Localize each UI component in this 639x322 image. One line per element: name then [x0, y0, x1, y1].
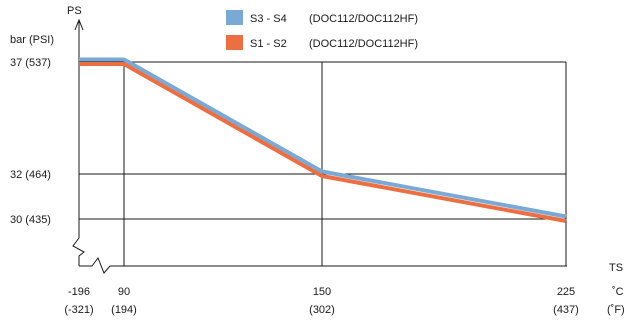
- y-tick-label-32: 32 (464): [10, 169, 51, 181]
- x-tick-label-c--196: -196: [68, 286, 90, 298]
- legend-label-2: S1 - S2: [250, 38, 287, 50]
- x-tick-label-f--196: (-321): [64, 304, 93, 316]
- y-axis-arrow: [74, 18, 84, 31]
- axes: [72, 18, 567, 274]
- legend-suffix-1: (DOC112/DOC112HF): [309, 13, 418, 25]
- gridlines: [79, 61, 567, 266]
- legend-swatch-1: [226, 10, 243, 25]
- y-axis-symbol: PS: [67, 5, 82, 17]
- x-tick-label-f-90: (194): [111, 304, 137, 316]
- x-tick-labels: -196 (-321) 90 (194) 150 (302) 225 (437): [64, 286, 579, 316]
- series-line-1: [79, 57, 567, 219]
- legend-suffix-2: (DOC112/DOC112HF): [309, 38, 418, 50]
- legend: S3 - S4 (DOC112/DOC112HF) S1 - S2 (DOC112/D…: [226, 10, 418, 50]
- legend-label-1: S3 - S4: [250, 13, 287, 25]
- x-unit-fahrenheit: (˚F): [607, 304, 625, 316]
- y-tick-label-37: 37 (537): [10, 57, 51, 69]
- x-tick-label-f-150: (302): [309, 304, 335, 316]
- series-layer: [79, 57, 567, 223]
- x-tick-label-c-225: 225: [557, 286, 575, 298]
- x-axis-line: [79, 256, 567, 274]
- x-unit-celsius: ˚C: [612, 286, 624, 298]
- x-tick-label-f-225: (437): [553, 304, 579, 316]
- x-tick-label-c-90: 90: [118, 286, 130, 298]
- y-axis-unit: bar (PSI): [10, 34, 54, 46]
- y-axis-break: [72, 237, 85, 266]
- x-tick-label-c-150: 150: [313, 286, 331, 298]
- y-tick-labels: 37 (537) 32 (464) 30 (435): [10, 57, 51, 226]
- legend-swatch-2: [226, 35, 243, 50]
- series-line-2: [79, 62, 567, 223]
- y-tick-label-30: 30 (435): [10, 214, 51, 226]
- x-axis-symbol: TS: [609, 262, 623, 274]
